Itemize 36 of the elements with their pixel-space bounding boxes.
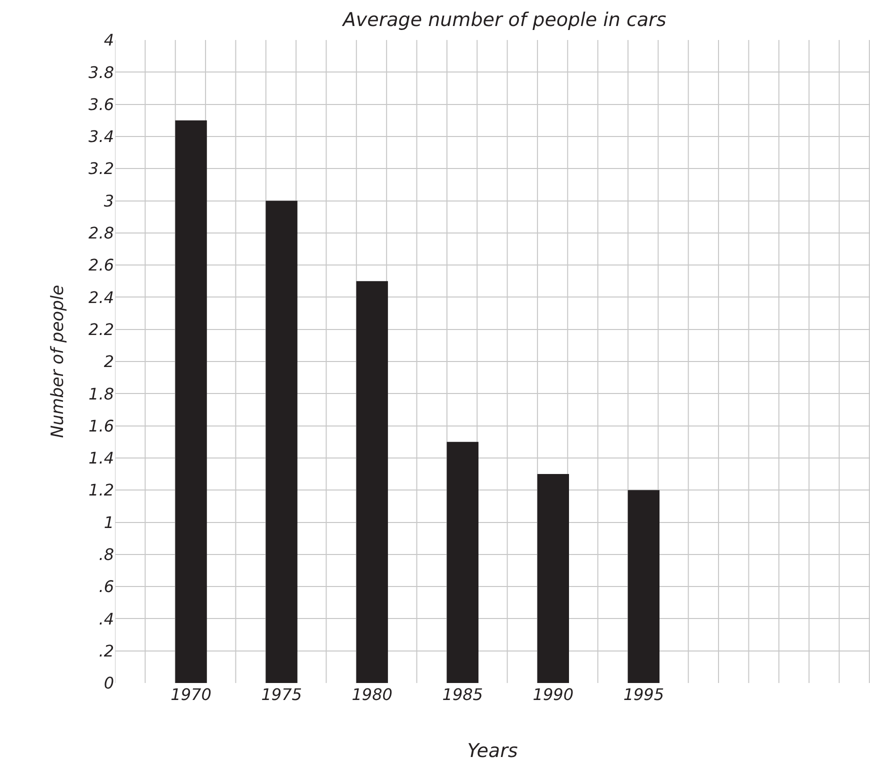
y-tick-label: .6 — [98, 577, 114, 596]
y-tick-label: 0 — [104, 674, 114, 693]
y-tick-label: .4 — [98, 609, 114, 628]
bar — [628, 490, 660, 683]
x-axis-title: Years — [467, 740, 518, 762]
bar — [446, 442, 478, 683]
y-tick-label: 2.2 — [88, 320, 114, 339]
x-tick-label: 1975 — [261, 685, 302, 704]
y-tick-label: 3.2 — [88, 159, 114, 178]
y-axis-title: Number of people — [48, 284, 68, 438]
x-tick-label: 1985 — [442, 685, 483, 704]
y-tick-label: .8 — [98, 545, 114, 564]
chart-title: Average number of people in cars — [340, 9, 666, 32]
y-tick-label: 3 — [104, 191, 114, 210]
x-tick-label: 1990 — [532, 685, 574, 704]
bar — [266, 200, 298, 683]
y-tick-label: 1.8 — [88, 384, 114, 404]
y-tick-label: 2.6 — [88, 256, 114, 275]
y-tick-label: 1 — [104, 512, 114, 532]
y-tick-label: 2 — [104, 352, 114, 372]
bar — [537, 474, 569, 683]
x-tick-label: 1995 — [623, 685, 664, 704]
y-tick-label: 3.8 — [88, 62, 114, 82]
bar — [175, 120, 207, 683]
y-tick-label: 4 — [104, 30, 114, 50]
x-tick-label: 1980 — [352, 685, 392, 704]
y-tick-label: 3.4 — [88, 127, 114, 146]
bar — [356, 281, 388, 683]
x-tick-label: 1970 — [170, 685, 212, 704]
y-tick-label: 1.6 — [88, 416, 114, 436]
y-tick-label: .2 — [98, 641, 114, 660]
y-tick-label: 1.2 — [88, 480, 114, 500]
y-tick-label: 2.4 — [88, 288, 114, 307]
y-tick-label: 2.8 — [88, 224, 114, 242]
y-tick-label: 1.4 — [88, 448, 114, 468]
y-tick-label: 3.6 — [88, 94, 114, 114]
